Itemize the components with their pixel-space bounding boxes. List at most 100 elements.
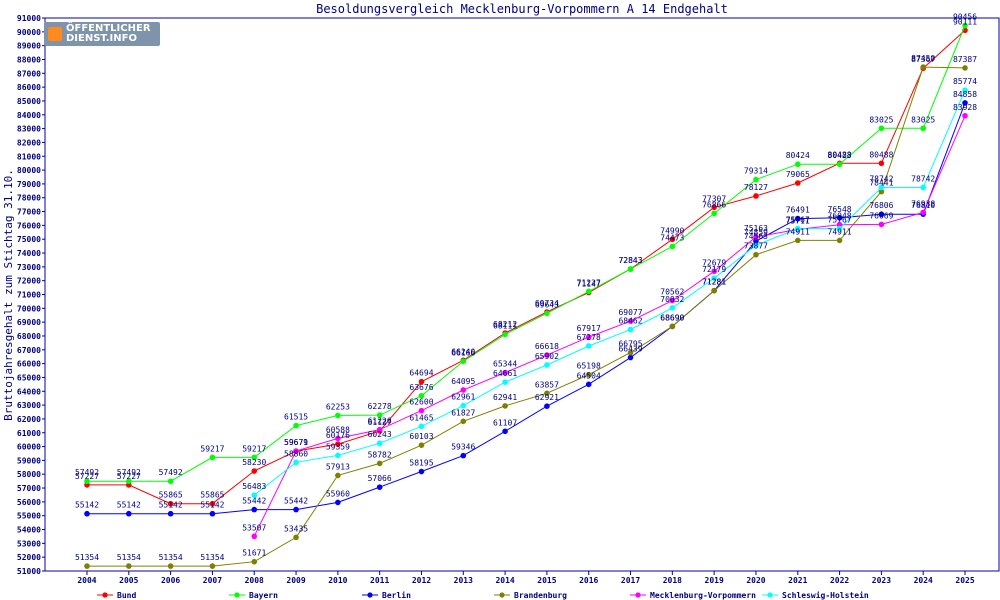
y-tick-label: 55000 bbox=[17, 512, 41, 521]
data-label: 61107 bbox=[493, 418, 517, 427]
x-tick-label: 2010 bbox=[328, 576, 347, 585]
data-point bbox=[293, 422, 299, 429]
data-point bbox=[920, 209, 926, 216]
data-point bbox=[335, 441, 341, 447]
data-point bbox=[460, 452, 467, 459]
series-line bbox=[87, 102, 966, 515]
data-point bbox=[836, 225, 843, 232]
data-label: 59217 bbox=[242, 444, 266, 453]
data-label: 66795 bbox=[618, 340, 642, 349]
chart-title: Besoldungsvergleich Mecklenburg-Vorpomme… bbox=[316, 2, 728, 16]
data-point bbox=[502, 379, 508, 385]
data-point bbox=[460, 418, 467, 425]
y-tick-label: 76000 bbox=[17, 221, 41, 230]
data-point bbox=[878, 184, 885, 191]
data-label: 66618 bbox=[535, 342, 559, 351]
legend-swatch-marker bbox=[367, 592, 373, 598]
data-label: 78742 bbox=[869, 174, 893, 183]
data-point bbox=[209, 510, 216, 517]
data-label: 79065 bbox=[786, 170, 810, 179]
x-tick-label: 2009 bbox=[286, 576, 305, 585]
data-label: 59679 bbox=[284, 438, 308, 447]
y-tick-label: 57000 bbox=[17, 484, 41, 493]
x-tick-label: 2019 bbox=[705, 576, 724, 585]
data-point bbox=[794, 180, 801, 186]
data-point bbox=[627, 318, 634, 324]
data-label: 76810 bbox=[911, 201, 935, 210]
data-label: 68212 bbox=[493, 320, 517, 329]
data-label: 76069 bbox=[869, 211, 893, 220]
data-point bbox=[711, 204, 717, 211]
x-tick-label: 2024 bbox=[914, 576, 933, 585]
y-tick-label: 74000 bbox=[17, 249, 41, 258]
y-tick-label: 69000 bbox=[17, 318, 41, 327]
data-point bbox=[544, 352, 550, 358]
data-label: 80424 bbox=[786, 151, 810, 160]
data-label: 55960 bbox=[326, 489, 350, 498]
data-label: 83025 bbox=[869, 115, 893, 124]
x-tick-label: 2011 bbox=[370, 576, 389, 585]
legend-swatch-marker bbox=[499, 592, 505, 598]
data-label: 74911 bbox=[786, 227, 810, 236]
data-point bbox=[753, 251, 759, 258]
data-label: 76491 bbox=[786, 206, 810, 215]
data-label: 74473 bbox=[660, 233, 684, 242]
data-label: 55142 bbox=[117, 501, 141, 510]
data-point bbox=[544, 310, 550, 317]
data-point bbox=[376, 440, 383, 447]
data-point bbox=[167, 510, 174, 517]
data-point bbox=[418, 423, 425, 430]
data-point bbox=[460, 358, 467, 365]
data-label: 74911 bbox=[828, 227, 852, 236]
data-label: 60243 bbox=[368, 430, 392, 439]
data-point bbox=[376, 460, 383, 467]
x-tick-label: 2013 bbox=[454, 576, 473, 585]
data-label: 71281 bbox=[702, 278, 726, 287]
data-label: 73877 bbox=[744, 242, 768, 251]
x-tick-label: 2022 bbox=[830, 576, 849, 585]
data-label: 53507 bbox=[242, 523, 266, 532]
data-label: 83025 bbox=[911, 115, 935, 124]
data-point bbox=[376, 426, 383, 433]
y-tick-label: 73000 bbox=[17, 263, 41, 272]
data-label: 72843 bbox=[618, 256, 642, 265]
y-tick-label: 86000 bbox=[17, 83, 41, 92]
data-label: 61127 bbox=[368, 418, 392, 427]
data-point bbox=[669, 323, 676, 330]
data-label: 63857 bbox=[535, 380, 559, 389]
data-label: 51354 bbox=[200, 553, 224, 562]
data-point bbox=[962, 87, 968, 94]
legend-entry: Bund bbox=[117, 591, 136, 600]
data-point bbox=[209, 454, 216, 461]
data-label: 76548 bbox=[828, 205, 852, 214]
x-tick-label: 2014 bbox=[495, 576, 514, 585]
y-tick-label: 59000 bbox=[17, 456, 41, 465]
data-point bbox=[920, 184, 926, 191]
data-label: 64694 bbox=[409, 369, 433, 378]
y-tick-label: 60000 bbox=[17, 443, 41, 452]
y-tick-label: 80000 bbox=[17, 166, 41, 175]
x-tick-label: 2023 bbox=[872, 576, 891, 585]
data-point bbox=[418, 378, 425, 385]
legend-entry: Mecklenburg-Vorpommern bbox=[650, 591, 756, 600]
data-label: 61827 bbox=[451, 408, 475, 417]
data-label: 80488 bbox=[828, 150, 852, 159]
data-point bbox=[209, 500, 216, 507]
data-point bbox=[627, 354, 634, 361]
data-label: 80488 bbox=[869, 150, 893, 159]
data-point bbox=[711, 287, 717, 294]
data-point bbox=[293, 506, 299, 513]
y-tick-label: 90000 bbox=[17, 28, 41, 37]
data-label: 76806 bbox=[869, 201, 893, 210]
data-point bbox=[920, 64, 926, 70]
x-tick-label: 2012 bbox=[412, 576, 431, 585]
data-point bbox=[669, 236, 676, 243]
data-label: 75163 bbox=[744, 224, 768, 233]
data-point bbox=[544, 403, 550, 409]
y-tick-label: 58000 bbox=[17, 470, 41, 479]
y-tick-label: 78000 bbox=[17, 194, 41, 203]
data-label: 57492 bbox=[75, 468, 99, 477]
x-tick-label: 2018 bbox=[663, 576, 682, 585]
logo-line1: ÖFFENTLICHER bbox=[66, 23, 151, 34]
data-point bbox=[335, 472, 341, 479]
